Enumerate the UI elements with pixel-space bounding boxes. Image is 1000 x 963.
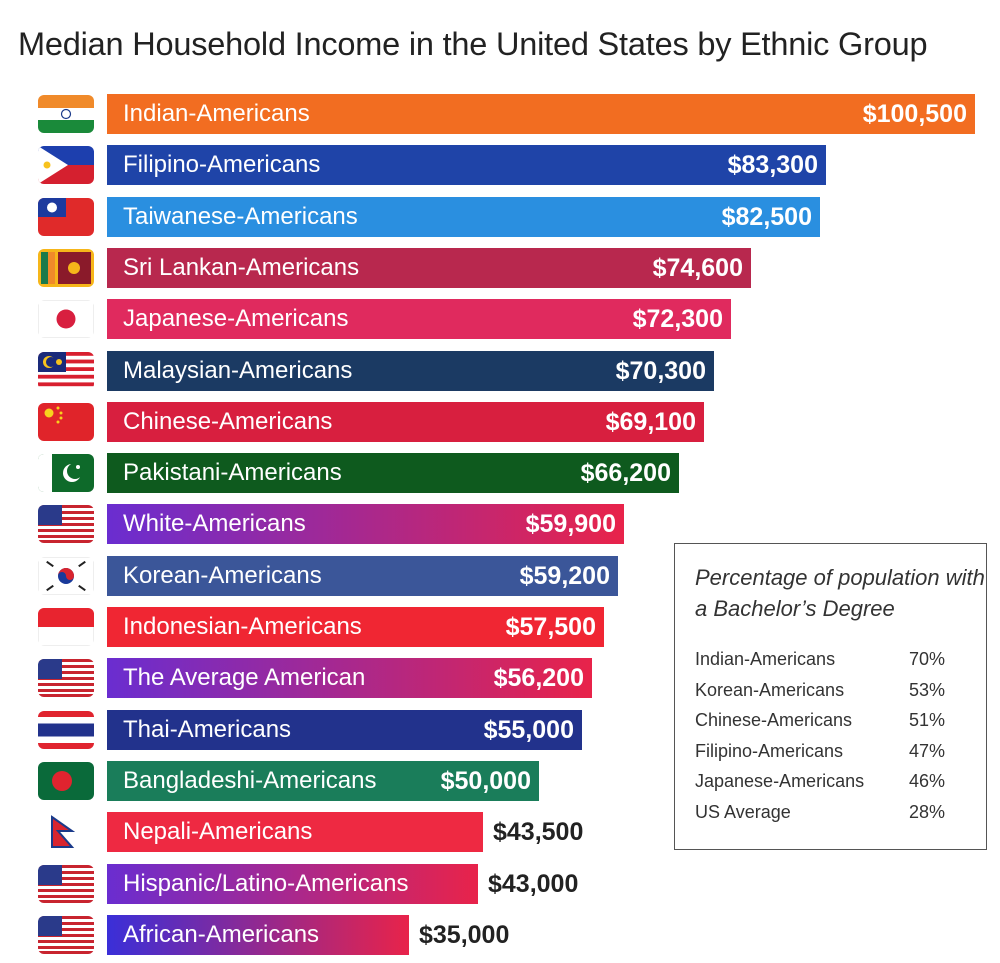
table-row: Japanese-Americans 46% [695, 771, 945, 801]
row-name: Indian-Americans [695, 649, 836, 669]
category-label: African-Americans [123, 921, 320, 948]
bar [107, 351, 714, 391]
thailand-flag-icon [38, 711, 94, 749]
row-value: 51% [908, 710, 945, 730]
bar [107, 504, 624, 544]
row-name: Japanese-Americans [695, 771, 865, 791]
bachelor-degree-table-title: Percentage of population with a Bachelor… [695, 565, 985, 621]
bachelor-degree-table: Percentage of population with a Bachelor… [674, 543, 987, 850]
bar [107, 453, 679, 493]
bar [107, 658, 592, 698]
philippines-flag-icon [38, 146, 94, 184]
usa-flag-icon [38, 505, 94, 543]
chart-title: Median Household Income in the United St… [18, 26, 928, 62]
category-label: Filipino-Americans [123, 151, 321, 178]
china-flag-icon [38, 403, 94, 441]
bangladesh-flag-icon [38, 762, 94, 800]
bar [107, 761, 539, 801]
value-label: $72,300 [632, 305, 723, 333]
bar [107, 710, 582, 750]
bar [107, 864, 478, 904]
category-label: Malaysian-Americans [123, 357, 353, 384]
row-value: 70% [908, 649, 945, 669]
row-value: 46% [908, 771, 945, 791]
table-row: Indian-Americans 70% [695, 649, 945, 679]
category-label: Chinese-Americans [123, 408, 333, 435]
category-label: The Average American [123, 664, 366, 691]
value-label: $74,600 [652, 254, 743, 282]
category-label: Bangladeshi-Americans [123, 767, 377, 794]
value-label: $66,200 [580, 459, 671, 487]
value-label: $70,300 [615, 357, 706, 385]
category-label: Sri Lankan-Americans [123, 254, 360, 281]
nepal-flag-icon [38, 813, 94, 851]
value-label: $57,500 [505, 613, 596, 641]
bar [107, 145, 826, 185]
category-label: White-Americans [123, 510, 306, 537]
pakistan-flag-icon [38, 454, 94, 492]
usa-flag-icon [38, 865, 94, 903]
category-label: Taiwanese-Americans [123, 203, 358, 230]
taiwan-flag-icon [38, 198, 94, 236]
category-label: Indonesian-Americans [123, 613, 362, 640]
value-label: $50,000 [440, 767, 531, 795]
value-label: $83,300 [727, 151, 818, 179]
value-label: $43,000 [488, 870, 579, 898]
category-label: Thai-Americans [123, 716, 292, 743]
row-value: 28% [908, 801, 945, 822]
bar [107, 94, 975, 134]
bar [107, 607, 604, 647]
value-label: $55,000 [483, 716, 574, 744]
table-row: US Average 28% [695, 802, 945, 832]
row-value: 47% [908, 740, 945, 761]
japan-flag-icon [38, 300, 94, 338]
category-label: Japanese-Americans [123, 305, 349, 332]
bar [107, 299, 731, 339]
south-korea-flag-icon [38, 557, 94, 595]
table-row: Filipino-Americans 47% [695, 741, 945, 771]
value-label: $69,100 [605, 408, 696, 436]
row-name: US Average [695, 801, 791, 822]
bar [107, 915, 409, 955]
bar [107, 402, 704, 442]
bar [107, 812, 483, 852]
table-row: Korean-Americans 53% [695, 680, 945, 710]
bar [107, 556, 618, 596]
value-label: $43,500 [493, 818, 584, 846]
bar [107, 248, 751, 288]
row-name: Korean-Americans [695, 679, 845, 700]
sri-lanka-flag-icon [38, 249, 94, 287]
value-label: $59,900 [525, 510, 616, 538]
india-flag-icon [38, 95, 94, 133]
category-label: Korean-Americans [123, 562, 322, 589]
row-name: Chinese-Americans [695, 710, 853, 730]
malaysia-flag-icon [38, 352, 94, 390]
table-row: Chinese-Americans 51% [695, 710, 945, 740]
usa-flag-icon [38, 659, 94, 697]
row-name: Filipino-Americans [695, 740, 844, 761]
value-label: $100,500 [862, 100, 967, 128]
category-label: Indian-Americans [123, 100, 310, 127]
category-label: Pakistani-Americans [123, 459, 342, 486]
category-label: Nepali-Americans [123, 818, 313, 845]
value-label: $59,200 [519, 562, 610, 590]
value-label: $35,000 [419, 921, 510, 949]
indonesia-flag-icon [38, 608, 94, 646]
usa-flag-icon [38, 916, 94, 954]
value-label: $82,500 [721, 203, 812, 231]
bar [107, 197, 820, 237]
row-value: 53% [908, 679, 945, 700]
category-label: Hispanic/Latino-Americans [123, 870, 409, 897]
value-label: $56,200 [493, 664, 584, 692]
